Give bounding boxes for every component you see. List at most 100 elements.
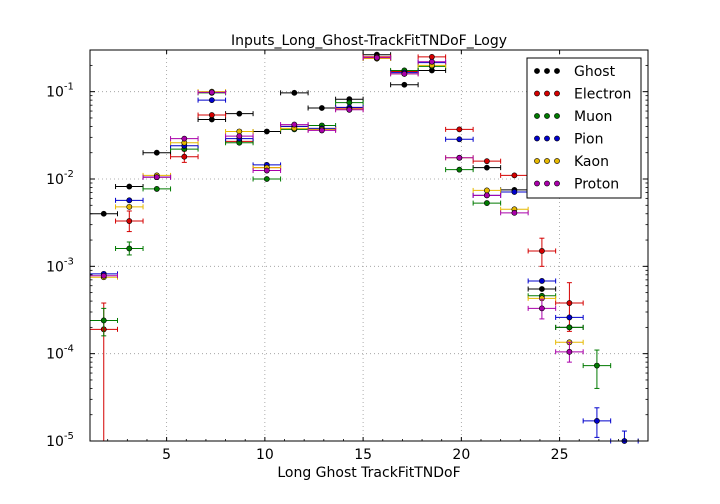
x-tick-label: 10 xyxy=(256,447,274,463)
data-point-muon xyxy=(483,200,490,206)
y-tick-label-exponent: -5 xyxy=(64,431,74,442)
data-point-pion xyxy=(511,189,518,195)
legend-marker-pion xyxy=(534,135,540,142)
data-point-muon xyxy=(100,317,107,324)
data-point-ghost xyxy=(539,286,545,292)
y-tick-label-exponent: -3 xyxy=(64,256,74,267)
data-point-proton xyxy=(153,174,160,181)
x-tick-label: 25 xyxy=(551,447,569,463)
data-point-ghost xyxy=(153,149,160,156)
legend-marker-electron xyxy=(544,90,550,97)
y-tick-label: 10-3 xyxy=(46,256,74,275)
data-point-pion xyxy=(126,197,133,204)
legend-label-proton: Proton xyxy=(574,177,619,193)
plot-area xyxy=(89,51,639,444)
data-point-pion xyxy=(208,97,215,104)
data-point-proton xyxy=(373,54,380,61)
data-point-proton xyxy=(346,106,353,113)
data-point-proton xyxy=(263,167,270,174)
y-tick-label: 10-4 xyxy=(46,344,74,363)
chart-title: Inputs_Long_Ghost-TrackFitTNDoF_Logy xyxy=(231,33,507,49)
data-point-ghost xyxy=(483,164,490,171)
data-point-proton xyxy=(181,135,188,142)
data-point-electron xyxy=(208,112,215,118)
legend-marker-muon xyxy=(544,113,550,119)
data-point-muon xyxy=(126,245,133,252)
y-tick-label-exponent: -1 xyxy=(64,82,74,93)
x-axis-label: Long Ghost TrackFitTNDoF xyxy=(277,465,460,481)
data-point-kaon xyxy=(483,187,490,194)
legend-box xyxy=(526,57,642,199)
legend-marker-muon xyxy=(554,113,560,119)
legend-marker-pion xyxy=(554,135,560,142)
data-point-electron xyxy=(539,248,545,254)
y-tick-label: 10-2 xyxy=(46,169,74,188)
data-point-muon xyxy=(594,362,600,369)
y-tick-label-base: 10 xyxy=(46,259,64,275)
y-tick-label-exponent: -2 xyxy=(64,169,74,180)
data-point-proton xyxy=(539,305,545,312)
legend-marker-kaon xyxy=(544,158,550,164)
legend-label-kaon: Kaon xyxy=(574,154,609,170)
axes-frame xyxy=(89,49,649,442)
data-point-proton xyxy=(100,272,107,279)
y-tick-label-base: 10 xyxy=(46,172,64,188)
legend-marker-proton xyxy=(554,180,560,187)
y-tick-label: 10-5 xyxy=(46,431,74,450)
data-point-proton xyxy=(428,58,435,65)
data-point-electron xyxy=(181,153,188,160)
y-tick-label-base: 10 xyxy=(46,347,64,363)
data-point-proton xyxy=(456,154,463,161)
data-point-proton xyxy=(318,127,325,134)
data-point-ghost xyxy=(318,105,325,111)
data-point-ghost xyxy=(236,110,243,117)
legend-marker-proton xyxy=(534,180,540,187)
legend: Ghost Electron Muon Pion Kaon Proton xyxy=(526,57,642,199)
data-point-muon xyxy=(456,166,463,173)
data-point-proton xyxy=(236,133,243,139)
legend-marker-electron xyxy=(534,90,540,97)
legend-marker-ghost xyxy=(544,68,550,74)
y-tick-label-base: 10 xyxy=(46,85,64,101)
data-point-pion xyxy=(539,278,545,284)
legend-marker-ghost xyxy=(554,68,560,74)
data-point-muon xyxy=(566,324,573,331)
legend-marker-muon xyxy=(534,113,540,119)
legend-marker-proton xyxy=(544,180,550,187)
data-point-proton xyxy=(566,348,573,355)
data-point-proton xyxy=(401,70,408,77)
data-point-pion xyxy=(456,136,463,143)
legend-marker-kaon xyxy=(534,158,540,164)
data-point-electron xyxy=(483,158,490,165)
data-point-electron xyxy=(126,218,133,224)
data-point-muon xyxy=(346,99,353,106)
legend-label-pion: Pion xyxy=(574,132,603,148)
legend-marker-ghost xyxy=(534,68,540,74)
y-tick-label: 10-1 xyxy=(46,82,74,101)
legend-marker-pion xyxy=(544,135,550,142)
y-tick-label-exponent: -4 xyxy=(64,344,74,355)
data-point-proton xyxy=(291,121,298,128)
legend-marker-kaon xyxy=(554,158,560,164)
data-point-ghost xyxy=(126,183,133,190)
data-point-kaon xyxy=(126,203,133,210)
data-point-ghost xyxy=(401,81,408,88)
legend-marker-electron xyxy=(554,90,560,97)
data-point-electron xyxy=(566,300,573,306)
legend-label-muon: Muon xyxy=(574,109,612,125)
legend-label-ghost: Ghost xyxy=(574,64,616,80)
data-point-proton xyxy=(208,89,215,96)
data-point-muon xyxy=(153,186,160,192)
x-tick-label: 20 xyxy=(452,447,470,463)
data-point-muon xyxy=(263,176,270,182)
legend-label-electron: Electron xyxy=(574,87,631,103)
data-point-ghost xyxy=(263,128,270,135)
data-point-pion xyxy=(566,314,573,321)
data-point-ghost xyxy=(100,210,107,217)
data-point-ghost xyxy=(291,89,298,96)
x-tick-label: 5 xyxy=(162,447,171,463)
data-point-electron xyxy=(456,126,463,133)
data-point-proton xyxy=(483,192,490,199)
